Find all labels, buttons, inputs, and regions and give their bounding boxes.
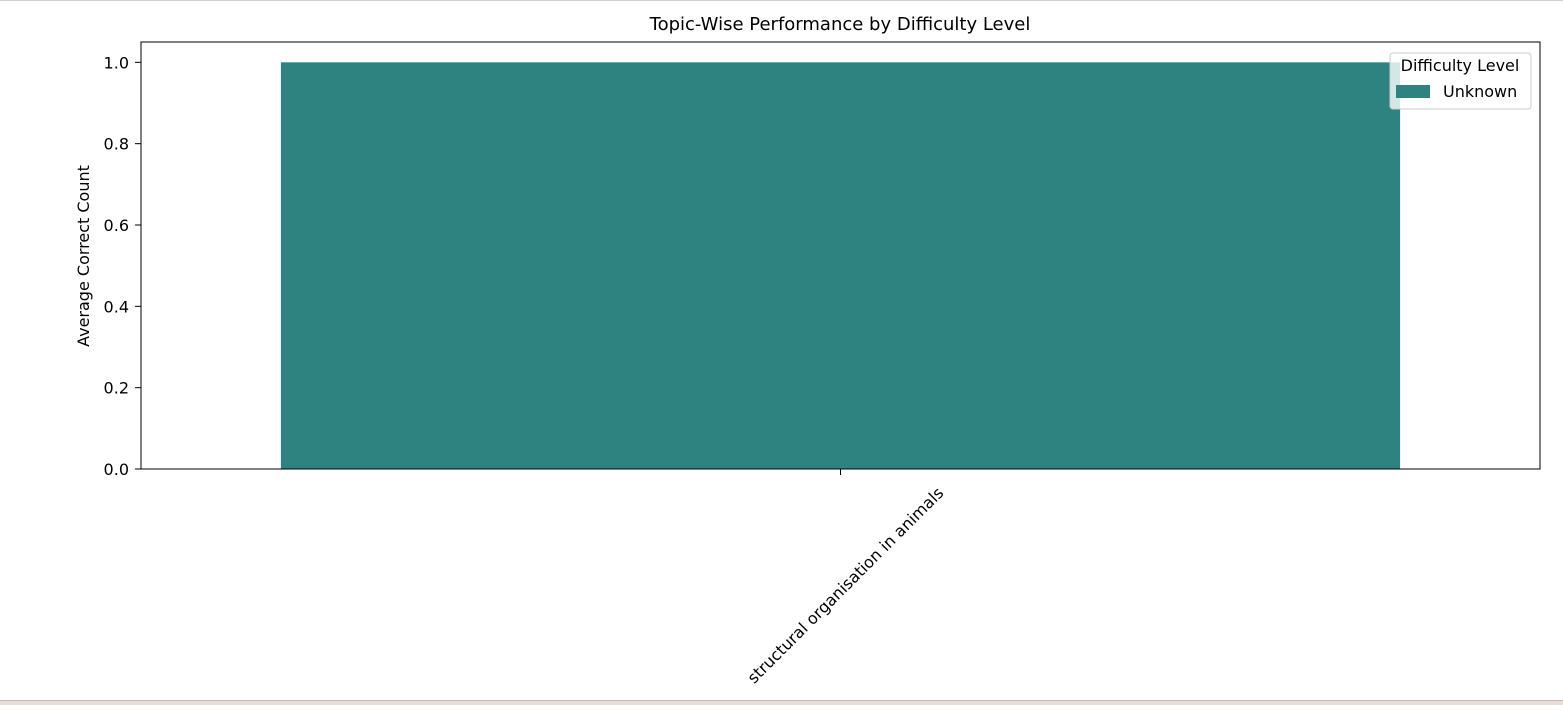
legend: Difficulty Level Unknown [1389,52,1532,110]
y-axis-label: Average Correct Count [74,165,93,347]
y-tick-label: 0.4 [104,297,129,316]
y-tick-label: 0.8 [104,135,129,154]
y-tick-label: 0.2 [104,379,129,398]
legend-title: Difficulty Level [1401,56,1520,75]
window-bottom-edge [0,700,1563,705]
y-tick-label: 1.0 [104,53,129,72]
legend-label-unknown: Unknown [1443,82,1517,101]
y-axis: 0.0 0.2 0.4 0.6 0.8 1.0 [104,53,141,479]
x-axis: structural organisation in animals [744,469,948,687]
y-tick-label: 0.6 [104,216,129,235]
legend-swatch-unknown [1396,85,1430,98]
bar [280,62,1401,469]
chart-title: Topic-Wise Performance by Difficulty Lev… [649,14,1031,35]
y-tick-label: 0.0 [104,460,129,479]
bars-layer [280,62,1401,469]
x-tick-label: structural organisation in animals [744,483,948,687]
